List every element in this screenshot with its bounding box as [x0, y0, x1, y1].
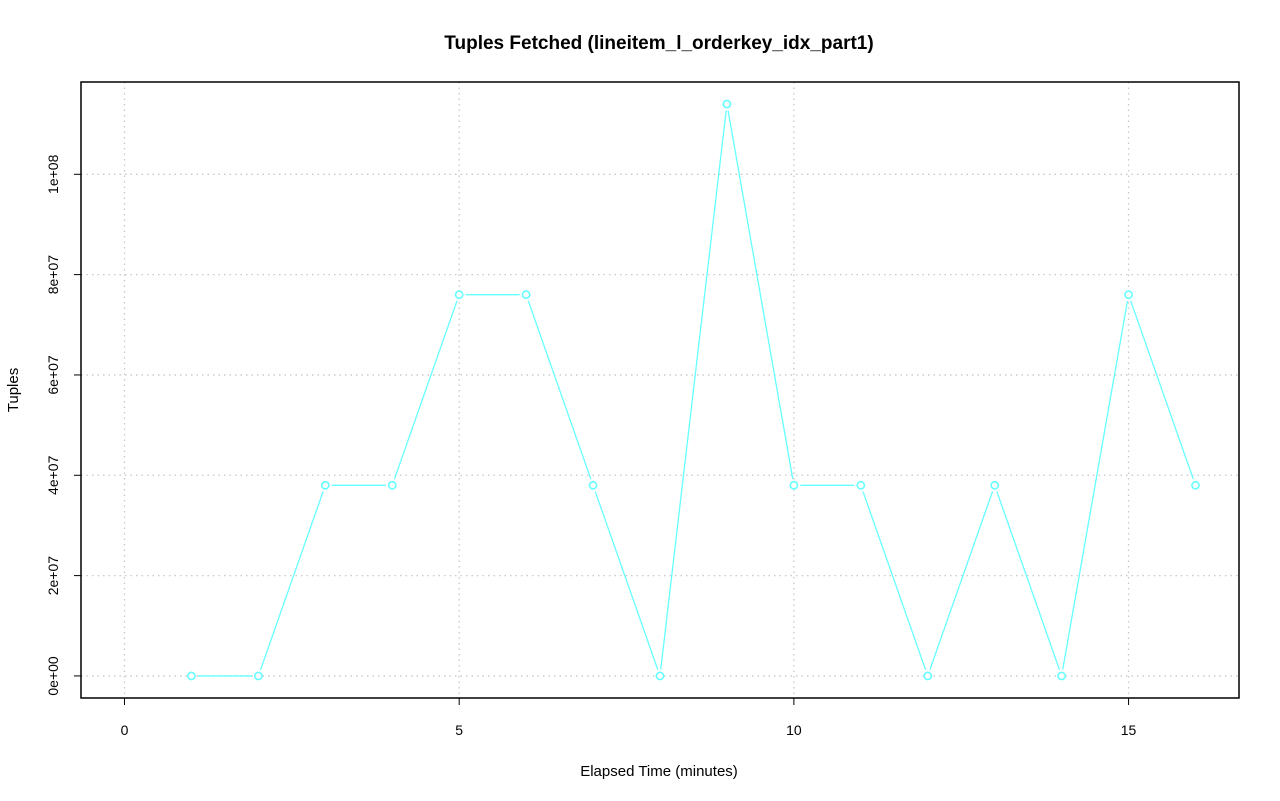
data-point: [187, 671, 196, 681]
x-axis: 0 5 10 15: [121, 697, 1137, 738]
x-tick-label: 5: [455, 722, 463, 738]
data-point: [521, 290, 531, 300]
series-line-segment: [727, 110, 794, 480]
data-point: [990, 480, 1000, 490]
y-tick-label: 8e+07: [45, 255, 61, 295]
grid-layer: [81, 82, 1239, 698]
series-line-segment: [259, 491, 324, 671]
y-tick-label: 6e+07: [45, 355, 61, 395]
series-line-segment: [862, 491, 927, 671]
series-line-segment: [594, 491, 659, 671]
data-point: [1191, 480, 1200, 490]
y-axis: 0e+00 2e+07 4e+07 6e+07 8e+07 1e+08: [45, 154, 82, 696]
y-tick-label: 2e+07: [45, 556, 61, 596]
data-point: [588, 480, 598, 490]
chart-title: Tuples Fetched (lineitem_l_orderkey_idx_…: [444, 33, 873, 54]
series-line-segment: [393, 300, 458, 480]
x-axis-label: Elapsed Time (minutes): [580, 763, 738, 780]
data-point: [387, 480, 397, 490]
y-tick-label: 1e+08: [45, 154, 61, 194]
data-point: [789, 480, 799, 490]
y-tick-label: 0e+00: [45, 656, 61, 696]
series-line-segment: [996, 491, 1061, 671]
data-point: [454, 290, 464, 300]
y-axis-label: Tuples: [5, 368, 22, 412]
x-tick-label: 10: [786, 722, 802, 738]
series-line-segment: [527, 300, 592, 480]
data-point: [722, 99, 732, 109]
series-line-segment: [1062, 300, 1129, 670]
data-point: [1057, 671, 1067, 681]
data-point: [1124, 290, 1133, 300]
data-point: [923, 671, 933, 681]
data-point: [655, 671, 665, 681]
x-tick-label: 0: [121, 722, 129, 738]
data-point: [856, 480, 866, 490]
series-line-segment: [1130, 300, 1194, 480]
series-layer: [187, 99, 1200, 681]
series-line-segment: [660, 110, 727, 670]
x-tick-label: 15: [1121, 722, 1137, 738]
data-point: [320, 480, 330, 490]
y-tick-label: 4e+07: [45, 455, 61, 495]
data-point: [253, 671, 263, 681]
series-line-segment: [929, 491, 994, 671]
